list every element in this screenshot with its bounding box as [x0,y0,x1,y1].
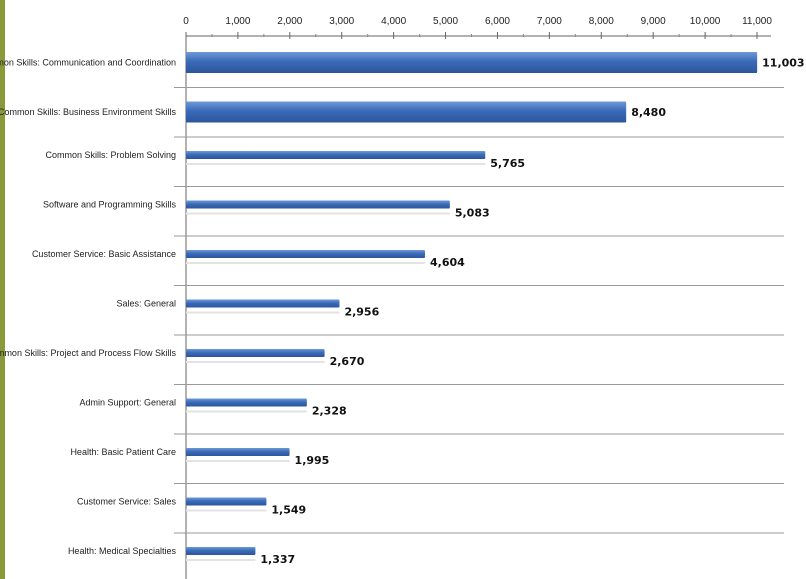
value-label: 1,995 [295,454,330,467]
x-tick-label: 6,000 [485,16,510,27]
category-label: Common Skills: Problem Solving [45,150,176,160]
bar [186,448,290,456]
x-tick-label: 7,000 [537,16,562,27]
bar [186,497,267,506]
x-tick-label: 2,000 [277,16,302,27]
bar-reflection [186,410,307,413]
category-label: Common Skills: Project and Process Flow … [0,348,176,358]
value-label: 2,328 [312,405,347,418]
x-tick-label: 10,000 [690,16,721,27]
value-label: 2,956 [344,306,379,319]
bar [186,349,325,357]
bar [186,101,627,123]
category-label: Customer Service: Basic Assistance [32,249,176,259]
bar [186,151,486,159]
category-label: Health: Medical Specialties [68,546,177,556]
x-tick-label: 3,000 [329,16,354,27]
bar-reflection [186,559,256,561]
bar [186,250,425,258]
value-label: 1,337 [260,553,295,566]
value-label: 4,604 [430,256,465,269]
x-tick-label: 0 [183,16,189,27]
value-label: 5,765 [490,157,525,170]
category-label: Software and Programming Skills [43,200,177,210]
bar [186,547,256,555]
value-label: 2,670 [330,355,365,368]
bar-reflection [186,212,450,215]
bar-reflection [186,460,290,462]
bar-reflection [186,311,340,314]
bar-reflection [186,163,486,165]
category-label: Customer Service: Sales [77,497,177,507]
bar [186,200,450,209]
value-label: 5,083 [455,207,490,220]
x-tick-label: 9,000 [641,16,666,27]
category-label: Common Skills: Communication and Coordin… [0,58,176,68]
x-tick-label: 11,000 [742,16,772,27]
bar-reflection [186,509,267,512]
value-label: 1,549 [271,504,306,517]
bar [186,52,758,73]
x-tick-label: 4,000 [381,16,406,27]
bar [186,398,307,407]
value-label: 8,480 [631,106,666,119]
x-tick-label: 1,000 [225,16,250,27]
category-label: Common Skills: Business Environment Skil… [0,107,176,117]
x-tick-label: 8,000 [589,16,614,27]
category-label: Admin Support: General [79,398,176,408]
category-label: Health: Basic Patient Care [70,447,176,457]
bar-reflection [186,361,325,363]
value-label: 11,003 [762,57,804,70]
left-accent-stripe [0,0,5,579]
category-label: Sales: General [116,299,176,309]
bar [186,299,340,308]
x-tick-label: 5,000 [433,16,458,27]
bar-reflection [186,262,425,264]
